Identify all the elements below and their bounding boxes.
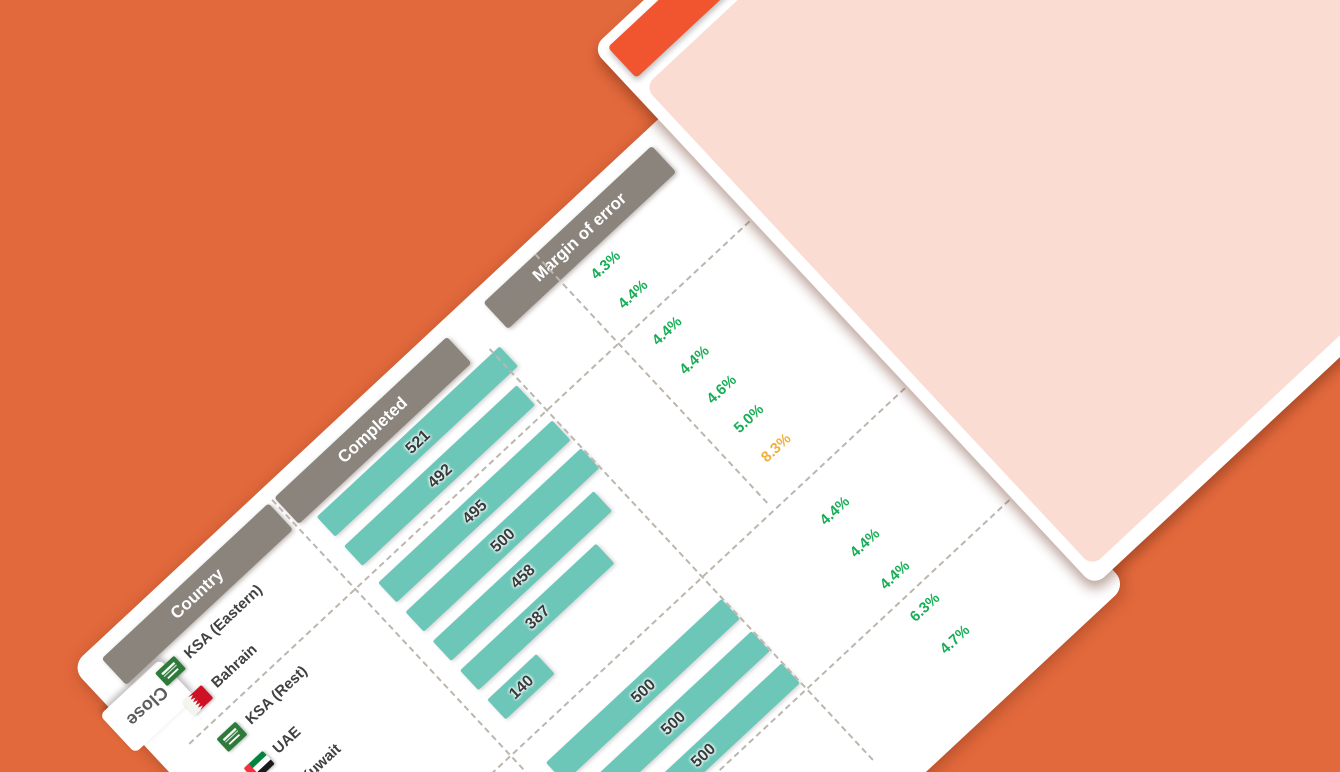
country-flag-uae bbox=[243, 750, 275, 772]
country-flag-saudi bbox=[154, 655, 187, 687]
country-flag-saudi bbox=[216, 721, 248, 753]
country-flag-bahrain bbox=[182, 684, 214, 716]
